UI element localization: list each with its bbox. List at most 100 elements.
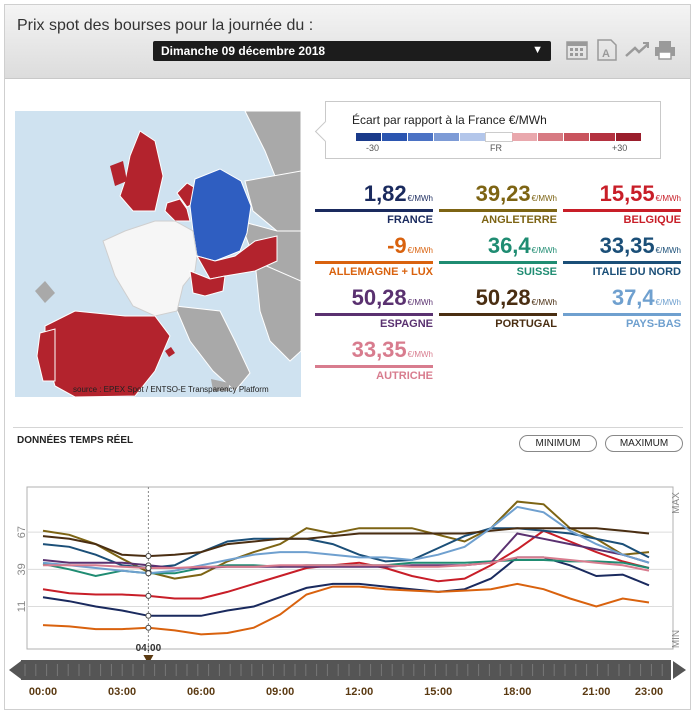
legend-swatch <box>512 133 538 141</box>
price-color-line <box>315 261 433 264</box>
price-value: -9€/MWh <box>387 233 433 258</box>
legend-swatch <box>564 133 590 141</box>
price-color-line <box>315 209 433 212</box>
minimum-button[interactable]: MINIMUM <box>519 435 597 452</box>
price-country-name: ITALIE DU NORD <box>592 266 681 278</box>
price-color-line <box>439 261 557 264</box>
price-value: 33,35€/MWh <box>351 337 433 362</box>
price-country-name: ANGLETERRE <box>481 214 557 226</box>
price-cell-portugal[interactable]: 50,28€/MWh PORTUGAL <box>439 285 557 333</box>
legend-max-label: +30 <box>612 143 628 153</box>
cursor-point <box>145 612 152 619</box>
realtime-chart: 11 39 67 MAX MIN 04:00 00:00 03:00 06:00 09:00 12:… <box>5 461 690 706</box>
cursor-point <box>145 570 152 577</box>
legend-swatch <box>590 133 616 141</box>
price-cell-allemagne-lux[interactable]: -9€/MWh ALLEMAGNE + LUX <box>315 233 433 281</box>
calendar-icon[interactable] <box>565 39 589 61</box>
legend-swatch <box>485 132 513 142</box>
x-tick-label: 15:00 <box>424 686 452 698</box>
price-country-name: BELGIQUE <box>623 214 681 226</box>
legend-mid-label: FR <box>490 143 502 153</box>
cursor-point <box>145 592 152 599</box>
share-icon[interactable] <box>625 39 649 61</box>
cursor-point <box>145 565 152 571</box>
price-cell-angleterre[interactable]: 39,23€/MWh ANGLETERRE <box>439 181 557 229</box>
legend-title: Écart par rapport à la France €/MWh <box>352 113 547 127</box>
europe-map: source : EPEX Spot / ENTSO-E Transparenc… <box>15 111 301 397</box>
price-cell-france[interactable]: 1,82€/MWh FRANCE <box>315 181 433 229</box>
price-country-name: SUISSE <box>516 266 557 278</box>
y-tick-label: 11 <box>16 601 28 612</box>
cursor-handle-icon[interactable] <box>143 655 154 664</box>
price-country-name: AUTRICHE <box>376 370 433 382</box>
legend-swatch <box>616 133 642 141</box>
price-cell-belgique[interactable]: 15,55€/MWh BELGIQUE <box>563 181 681 229</box>
deviation-legend: Écart par rapport à la France €/MWh -30 … <box>325 101 661 159</box>
price-value: 33,35€/MWh <box>599 233 681 258</box>
price-country-name: PAYS-BAS <box>625 318 681 330</box>
x-tick-label: 23:00 <box>635 686 663 698</box>
text-a-icon[interactable]: A <box>595 39 619 61</box>
x-tick-label: 00:00 <box>29 686 57 698</box>
price-color-line <box>563 313 681 316</box>
series-line-autriche <box>43 556 650 572</box>
map-source-text: source : EPEX Spot / ENTSO-E Transparenc… <box>73 385 269 394</box>
y-tick-label: 67 <box>16 526 28 538</box>
legend-swatch <box>538 133 564 141</box>
date-select[interactable]: Dimanche 09 décembre 2018 ▼ <box>153 41 551 61</box>
series-line-pays-bas <box>42 505 650 575</box>
y-tick-label: 39 <box>16 563 28 575</box>
legend-swatch <box>382 133 408 141</box>
svg-text:A: A <box>602 48 610 60</box>
price-cell-espagne[interactable]: 50,28€/MWh ESPAGNE <box>315 285 433 333</box>
x-tick-label: 12:00 <box>345 686 373 698</box>
price-country-name: PORTUGAL <box>495 318 557 330</box>
price-cell-pays-bas[interactable]: 37,4€/MWh PAYS-BAS <box>563 285 681 333</box>
x-tick-label: 09:00 <box>266 686 294 698</box>
series-line-espagne <box>42 532 650 569</box>
price-value: 15,55€/MWh <box>599 181 681 206</box>
maximum-button[interactable]: MAXIMUM <box>605 435 683 452</box>
price-value: 50,28€/MWh <box>351 285 433 310</box>
price-value: 50,28€/MWh <box>475 285 557 310</box>
price-country-name: ALLEMAGNE + LUX <box>328 266 433 278</box>
price-color-line <box>315 365 433 368</box>
price-cell-suisse[interactable]: 36,4€/MWh SUISSE <box>439 233 557 281</box>
legend-swatch <box>460 133 486 141</box>
legend-color-scale <box>356 132 642 142</box>
price-country-name: ESPAGNE <box>380 318 433 330</box>
cursor-point <box>145 624 152 631</box>
legend-min-label: -30 <box>366 143 380 153</box>
x-tick-label: 03:00 <box>108 686 136 698</box>
header-bar: Prix spot des bourses pour la journée du… <box>5 5 690 79</box>
x-tick-label: 21:00 <box>582 686 610 698</box>
x-tick-label: 06:00 <box>187 686 215 698</box>
min-axis-label: MIN <box>671 630 682 648</box>
timeline-scrollbar[interactable] <box>21 660 671 680</box>
price-value: 36,4€/MWh <box>487 233 557 258</box>
max-axis-label: MAX <box>671 492 682 514</box>
date-select-value: Dimanche 09 décembre 2018 <box>161 44 326 58</box>
realtime-title: DONNÉES TEMPS RÉEL <box>17 435 134 446</box>
price-value: 37,4€/MWh <box>611 285 681 310</box>
map-svg <box>15 111 301 397</box>
price-color-line <box>563 261 681 264</box>
x-tick-label: 18:00 <box>503 686 531 698</box>
page-title: Prix spot des bourses pour la journée du… <box>17 17 314 34</box>
timeline-right-arrow-icon[interactable] <box>673 661 686 679</box>
price-color-line <box>563 209 681 212</box>
price-value: 1,82€/MWh <box>363 181 433 206</box>
timeline-left-arrow-icon[interactable] <box>9 661 21 679</box>
section-divider <box>13 427 683 428</box>
dropdown-arrow-icon: ▼ <box>532 44 543 56</box>
price-cell-autriche[interactable]: 33,35€/MWh AUTRICHE <box>315 337 433 385</box>
price-country-name: FRANCE <box>387 214 433 226</box>
cursor-time-label: 04:00 <box>136 643 162 654</box>
print-icon[interactable] <box>653 39 677 61</box>
price-cell-italie-du-nord[interactable]: 33,35€/MWh ITALIE DU NORD <box>563 233 681 281</box>
spot-price-widget: Prix spot des bourses pour la journée du… <box>4 4 691 710</box>
price-color-line <box>439 209 557 212</box>
price-color-line <box>439 313 557 316</box>
series-line-belgique <box>42 529 650 600</box>
series-line-angleterre <box>42 500 650 580</box>
